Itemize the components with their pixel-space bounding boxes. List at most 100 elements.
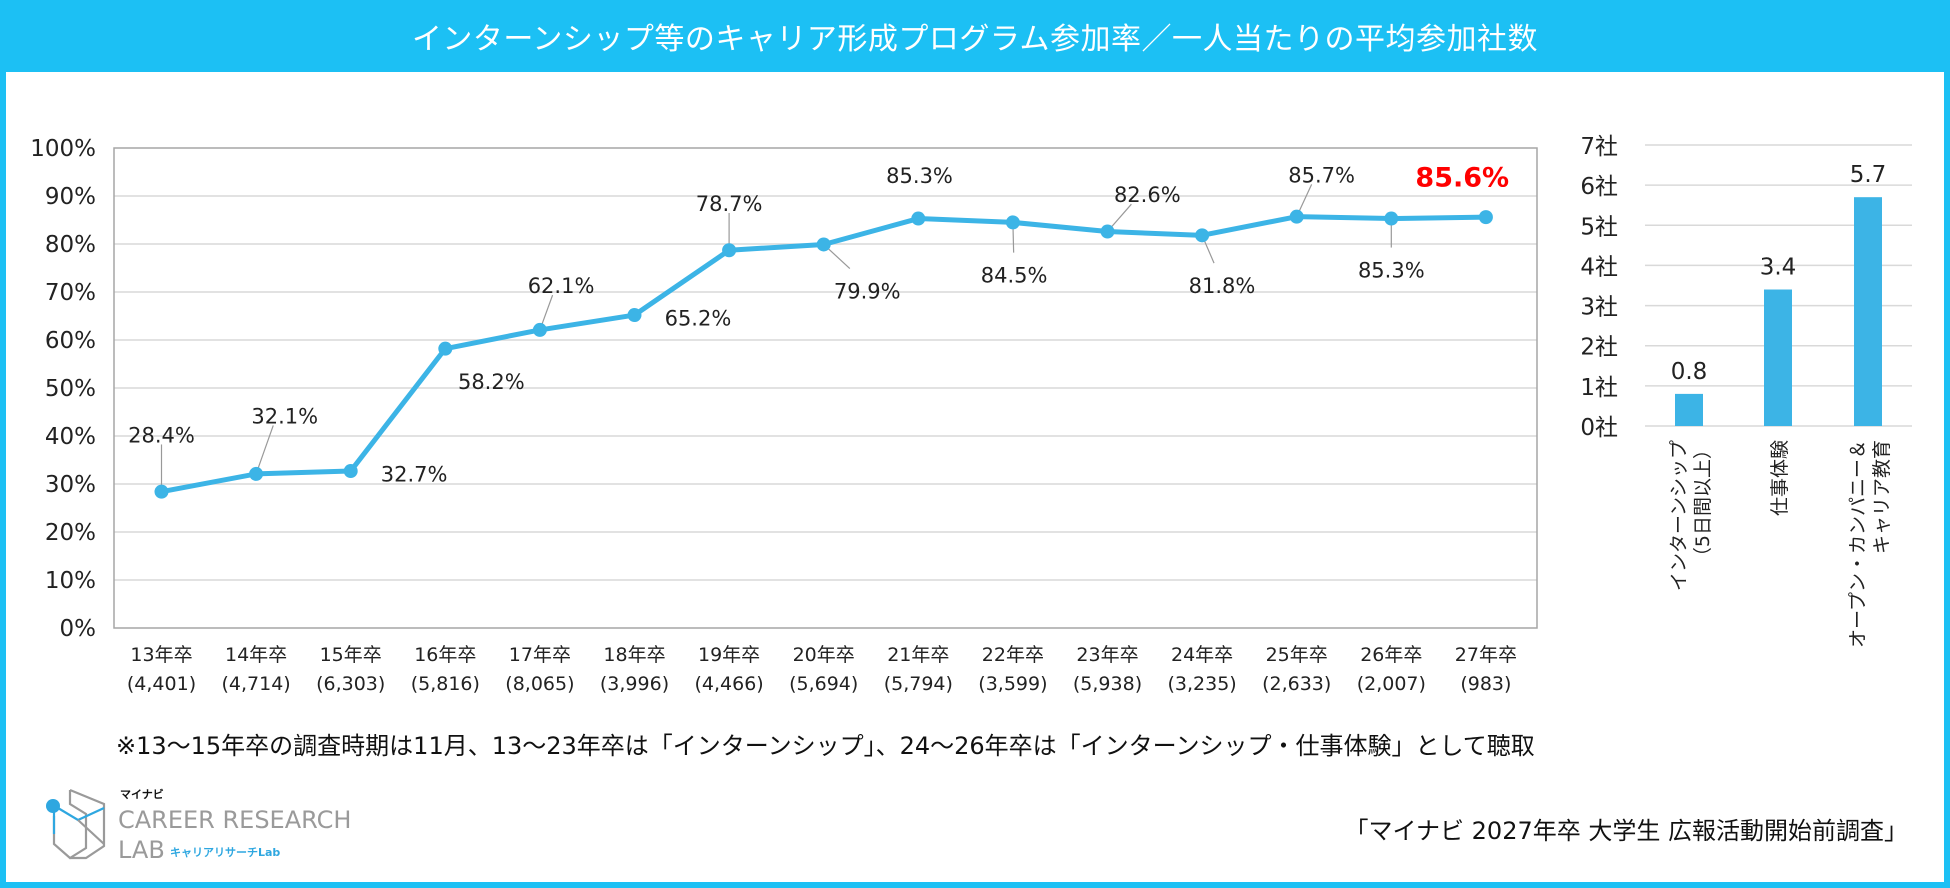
x-sample-size: (4,401) [127, 673, 196, 695]
x-sample-size: (2,007) [1357, 673, 1426, 695]
x-tick-label: 16年卒 [414, 644, 476, 666]
x-sample-size: (6,303) [316, 673, 385, 695]
y-tick-label: 60% [45, 328, 96, 354]
data-label: 84.5% [981, 264, 1048, 288]
data-label: 81.8% [1189, 274, 1256, 298]
data-label: 62.1% [528, 274, 595, 298]
y-tick-label: 30% [45, 472, 96, 498]
x-tick-label: 25年卒 [1266, 644, 1328, 666]
series-line [161, 214, 1486, 495]
y-tick-label: 100% [30, 136, 96, 162]
x-tick-label: 24年卒 [1171, 644, 1233, 666]
bar-value-label: 5.7 [1850, 162, 1887, 188]
x-sample-size: (8,065) [505, 673, 574, 695]
x-sample-size: (983) [1460, 673, 1511, 695]
x-sample-size: (5,938) [1073, 673, 1142, 695]
data-label: 32.7% [381, 463, 448, 487]
x-sample-size: (5,694) [789, 673, 858, 695]
data-label: 79.9% [834, 280, 901, 304]
footnote: ※13～15年卒の調査時期は11月、13～23年卒は「インターンシップ」、24～… [116, 732, 1535, 760]
bar [1764, 289, 1792, 426]
data-point [911, 211, 926, 226]
data-point [1289, 209, 1304, 224]
y-tick-label: 70% [45, 280, 96, 306]
leader-line [255, 425, 274, 475]
career-research-lab-logo: マイナビ CAREER RESEARCH LAB キャリアリサーチLab [46, 787, 351, 864]
bar-value-label: 0.8 [1671, 359, 1708, 385]
data-point [343, 464, 358, 479]
bar-category-label: インターンシップ [1668, 440, 1690, 591]
x-tick-label: 20年卒 [793, 644, 855, 666]
data-point [1195, 228, 1210, 243]
logo-brand: マイナビ [120, 787, 164, 801]
plot-area-border [113, 147, 1538, 629]
data-point [249, 466, 264, 481]
x-tick-label: 18年卒 [603, 644, 665, 666]
x-sample-size: (3,235) [1167, 673, 1236, 695]
x-tick-label: 22年卒 [982, 644, 1044, 666]
x-tick-label: 27年卒 [1455, 644, 1517, 666]
y-tick-label: 20% [45, 520, 96, 546]
data-label: 85.7% [1288, 163, 1355, 187]
data-point [1100, 224, 1115, 239]
data-point [816, 237, 831, 252]
data-label: 82.6% [1114, 183, 1181, 207]
x-tick-label: 15年卒 [320, 644, 382, 666]
y-tick-label: 2社 [1580, 335, 1618, 361]
x-sample-size: (4,714) [221, 673, 290, 695]
bar-category-label: オープン・カンパニー＆ [1847, 440, 1869, 648]
data-point [154, 484, 169, 499]
y-tick-label: 6社 [1580, 174, 1618, 200]
data-label: 28.4% [128, 423, 195, 447]
x-tick-label: 14年卒 [225, 644, 287, 666]
bar-category-label: キャリア教育 [1871, 440, 1893, 554]
y-tick-label: 90% [45, 184, 96, 210]
data-point [1005, 215, 1020, 230]
y-tick-label: 80% [45, 232, 96, 258]
bar-category-label: （5日間以上） [1692, 440, 1714, 566]
x-sample-size: (3,599) [978, 673, 1047, 695]
y-tick-label: 0社 [1580, 415, 1618, 441]
y-tick-label: 0% [60, 616, 97, 642]
x-tick-label: 19年卒 [698, 644, 760, 666]
x-sample-size: (3,996) [600, 673, 669, 695]
x-sample-size: (5,816) [411, 673, 480, 695]
bar-category-label: 仕事体験 [1769, 440, 1791, 516]
data-label: 58.2% [458, 370, 525, 394]
logo-sub: キャリアリサーチLab [170, 846, 280, 859]
x-tick-label: 21年卒 [887, 644, 949, 666]
bar [1854, 197, 1882, 426]
y-tick-label: 5社 [1580, 214, 1618, 240]
y-tick-label: 40% [45, 424, 96, 450]
logo-line2: LAB [118, 836, 165, 864]
x-sample-size: (4,466) [694, 673, 763, 695]
data-label: 78.7% [696, 192, 763, 216]
y-tick-label: 4社 [1580, 254, 1618, 280]
x-tick-label: 23年卒 [1076, 644, 1138, 666]
data-point [438, 341, 453, 356]
data-label: 85.6% [1415, 163, 1509, 194]
data-point [532, 322, 547, 337]
data-point [627, 308, 642, 323]
y-tick-label: 7社 [1580, 134, 1618, 160]
source-citation: 「マイナビ 2027年卒 大学生 広報活動開始前調査」 [1344, 817, 1908, 845]
x-tick-label: 13年卒 [130, 644, 192, 666]
data-point [1478, 210, 1493, 225]
x-sample-size: (5,794) [884, 673, 953, 695]
data-point [722, 243, 737, 258]
data-label: 85.3% [886, 164, 953, 188]
data-label: 65.2% [665, 307, 732, 331]
y-tick-label: 1社 [1580, 375, 1618, 401]
data-label: 32.1% [251, 404, 318, 428]
x-tick-label: 17年卒 [509, 644, 571, 666]
y-tick-label: 10% [45, 568, 96, 594]
y-tick-label: 3社 [1580, 295, 1618, 321]
logo-line1: CAREER RESEARCH [118, 806, 351, 834]
x-sample-size: (2,633) [1262, 673, 1331, 695]
x-tick-label: 26年卒 [1360, 644, 1422, 666]
bar-value-label: 3.4 [1760, 255, 1797, 281]
data-label: 85.3% [1358, 259, 1425, 283]
cube-logo-icon [46, 788, 106, 860]
